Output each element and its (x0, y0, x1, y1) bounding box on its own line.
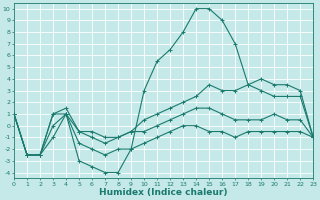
X-axis label: Humidex (Indice chaleur): Humidex (Indice chaleur) (100, 188, 228, 197)
